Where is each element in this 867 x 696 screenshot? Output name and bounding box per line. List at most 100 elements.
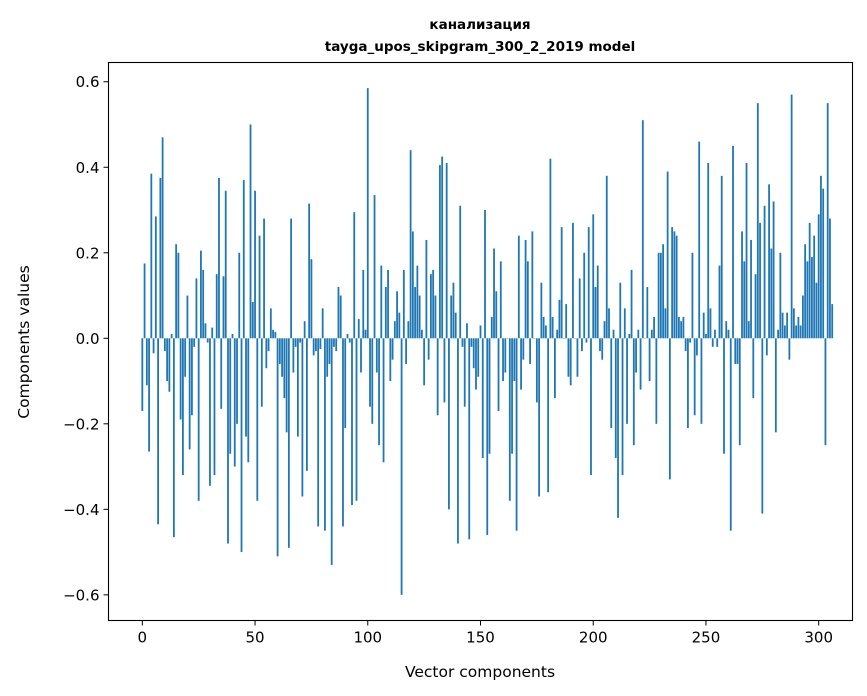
bar-component-81: [324, 338, 326, 531]
bar-component-0: [141, 338, 144, 411]
bar-component-58: [272, 329, 274, 339]
bar-component-23: [193, 338, 196, 347]
bar-component-242: [687, 338, 689, 429]
bar-component-116: [402, 269, 405, 339]
bar-component-24: [195, 278, 198, 339]
bar-component-246: [696, 338, 698, 356]
bar-component-4: [150, 173, 153, 339]
bar-component-65: [287, 338, 290, 548]
bar-component-160: [502, 338, 504, 382]
bar-component-95: [355, 338, 358, 501]
bar-component-300: [817, 214, 820, 339]
bar-component-175: [535, 338, 538, 403]
bar-component-119: [409, 150, 412, 339]
bar-component-197: [585, 338, 588, 343]
bar-component-149: [477, 338, 480, 377]
bar-component-284: [781, 312, 784, 339]
bar-component-169: [522, 338, 525, 360]
bar-component-302: [822, 188, 825, 339]
bar-component-53: [260, 338, 263, 407]
bar-component-104: [375, 338, 378, 373]
bar-component-49: [251, 301, 254, 339]
bar-component-8: [159, 177, 162, 339]
bar-component-83: [328, 338, 331, 364]
bar-component-285: [783, 325, 786, 339]
bar-component-128: [430, 274, 432, 339]
bar-component-183: [554, 338, 556, 399]
bar-component-141: [459, 205, 462, 339]
bar-component-35: [220, 338, 223, 409]
bar-component-21: [188, 338, 191, 450]
bar-component-213: [621, 338, 624, 476]
x-tick-label: 200: [579, 629, 608, 647]
bar-component-250: [705, 334, 707, 339]
bar-component-208: [610, 338, 613, 429]
bar-component-178: [542, 316, 545, 339]
bar-component-30: [209, 338, 211, 486]
chart-subtitle: tayga_upos_skipgram_300_2_2019 model: [325, 39, 636, 55]
bar-component-225: [648, 338, 651, 382]
bar-component-190: [569, 338, 572, 386]
bar-component-154: [488, 338, 491, 454]
bar-component-70: [299, 338, 302, 343]
bar-component-64: [285, 338, 288, 433]
bar-component-216: [628, 334, 631, 339]
bar-component-210: [614, 338, 617, 459]
bar-component-54: [263, 218, 265, 339]
bar-component-304: [826, 103, 829, 339]
bar-component-227: [653, 316, 655, 339]
bar-component-72: [303, 321, 306, 339]
bar-component-243: [689, 338, 692, 343]
bar-component-94: [353, 212, 356, 339]
bar-component-14: [172, 338, 175, 538]
bar-component-106: [380, 265, 383, 339]
bar-component-16: [177, 252, 180, 339]
bar-component-134: [443, 338, 446, 403]
bar-component-257: [720, 175, 723, 339]
bar-component-195: [581, 338, 583, 352]
bar-component-265: [738, 338, 741, 446]
bar-component-82: [326, 338, 329, 377]
bar-component-102: [371, 338, 374, 424]
bar-component-279: [770, 248, 773, 339]
bar-component-136: [448, 338, 450, 510]
bar-component-214: [623, 308, 626, 339]
bar-component-74: [308, 203, 311, 339]
x-axis-label: Vector components: [405, 663, 555, 681]
bar-component-91: [346, 334, 349, 339]
bar-component-121: [414, 286, 417, 339]
bar-component-10: [163, 338, 166, 352]
bar-component-157: [495, 291, 498, 339]
bar-component-296: [808, 222, 811, 339]
bar-component-289: [792, 308, 795, 339]
bar-component-164: [511, 338, 513, 454]
bar-component-38: [227, 338, 229, 544]
bar-component-260: [727, 329, 730, 339]
bar-component-85: [333, 338, 335, 347]
bar-component-138: [452, 282, 455, 339]
bar-component-25: [197, 338, 200, 501]
bar-component-28: [204, 323, 207, 339]
bar-component-256: [718, 265, 721, 339]
bar-component-62: [281, 338, 283, 377]
bar-component-145: [468, 338, 471, 540]
bar-component-73: [306, 338, 308, 471]
bar-component-295: [806, 261, 809, 339]
bar-component-202: [596, 265, 599, 339]
bar-component-96: [357, 319, 360, 339]
bar-component-288: [790, 94, 793, 339]
bar-component-299: [815, 282, 818, 339]
bar-component-268: [745, 162, 748, 339]
bar-component-127: [427, 338, 430, 360]
bar-component-259: [725, 321, 728, 339]
bar-component-196: [583, 252, 586, 339]
bar-component-131: [436, 338, 439, 416]
bar-component-177: [540, 282, 543, 339]
bar-component-3: [148, 338, 150, 452]
bar-component-258: [723, 338, 725, 454]
bar-component-194: [578, 278, 581, 339]
bar-component-283: [779, 252, 782, 339]
bar-component-277: [765, 338, 768, 356]
bar-component-122: [416, 265, 419, 339]
